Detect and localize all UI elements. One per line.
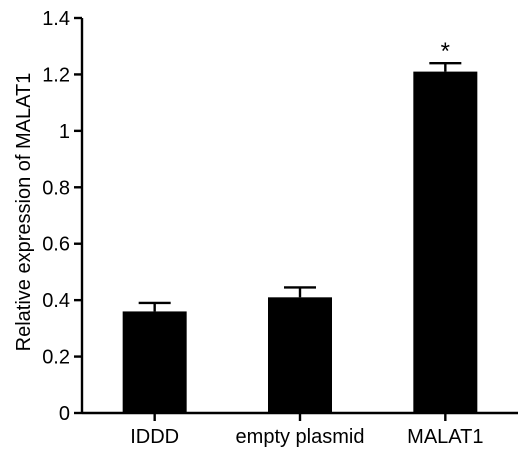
y-tick-label: 1.2 — [42, 64, 70, 86]
bar — [268, 297, 332, 413]
y-tick-label: 0.6 — [42, 234, 70, 256]
y-tick-label: 0 — [59, 403, 70, 425]
plot-area: 0 0.2 0.4 0.6 0.8 1 1.2 1.4 IDDD empty plasmid * MA… — [42, 8, 518, 448]
y-tick-label: 1 — [59, 121, 70, 143]
bar — [413, 71, 478, 413]
y-tick-label: 1.4 — [42, 8, 70, 30]
y-tick-label: 0.2 — [42, 347, 70, 369]
y-axis-title: Relative expression of MALAT1 — [13, 73, 35, 352]
y-tick-label: 0.8 — [42, 177, 70, 199]
x-tick-label: MALAT1 — [407, 426, 483, 448]
x-tick-label: empty plasmid — [236, 426, 365, 448]
x-tick-label: IDDD — [130, 426, 179, 448]
bar — [122, 311, 187, 413]
significance-marker: * — [441, 38, 450, 65]
y-tick-label: 0.4 — [42, 290, 70, 312]
